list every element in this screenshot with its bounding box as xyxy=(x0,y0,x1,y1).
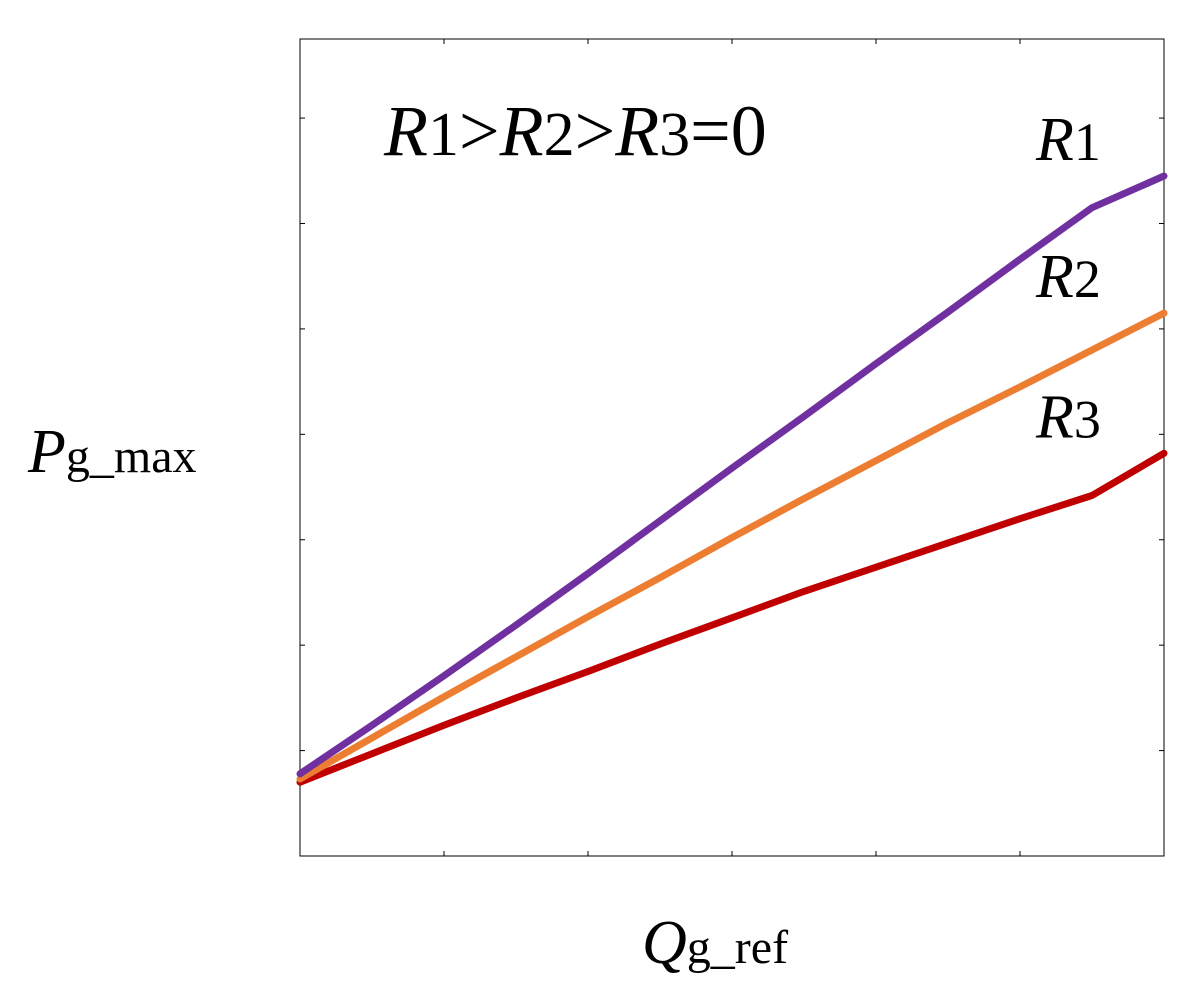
x-axis-label: Qg_ref xyxy=(642,909,788,977)
title-r2-sub: 2 xyxy=(544,101,575,169)
title-r3-sub: 3 xyxy=(659,101,690,169)
series-label-s2-sub: 2 xyxy=(1074,249,1101,309)
series-label-s3: R3 xyxy=(1035,383,1101,451)
title-r2-main: R xyxy=(499,91,544,171)
series-line-s1 xyxy=(296,172,1168,778)
title-r3-main: R xyxy=(614,91,659,171)
series-lines xyxy=(296,172,1168,786)
x-axis-ticks xyxy=(299,39,1165,856)
series-label-s1-sub: 1 xyxy=(1074,112,1101,172)
x-axis-label-main: Q xyxy=(642,909,687,977)
series-line-s3 xyxy=(296,449,1168,786)
chart-title: R1>R2>R3=0 xyxy=(383,91,767,171)
y-axis-label-main: P xyxy=(27,418,66,486)
series-label-s3-sub: 3 xyxy=(1074,389,1101,449)
series-label-s1-main: R xyxy=(1035,106,1074,174)
title-operator-3: > xyxy=(575,91,616,171)
title-operator-5: =0 xyxy=(690,91,767,171)
y-axis-ticks xyxy=(300,117,1164,857)
title-r1-main: R xyxy=(383,91,428,171)
series-label-s2: R2 xyxy=(1035,243,1101,311)
y-axis-label-sub: g_max xyxy=(66,430,197,483)
x-axis-label-sub: g_ref xyxy=(687,921,788,974)
title-operator-1: > xyxy=(459,91,500,171)
series-label-s3-main: R xyxy=(1035,383,1074,451)
series-line-s2 xyxy=(296,309,1168,783)
title-r1-sub: 1 xyxy=(428,101,459,169)
series-label-s1: R1 xyxy=(1035,106,1101,174)
y-axis-label: Pg_max xyxy=(27,418,197,486)
chart-title-text: R1>R2>R3=0 xyxy=(383,91,767,171)
series-label-s2-main: R xyxy=(1035,243,1074,311)
